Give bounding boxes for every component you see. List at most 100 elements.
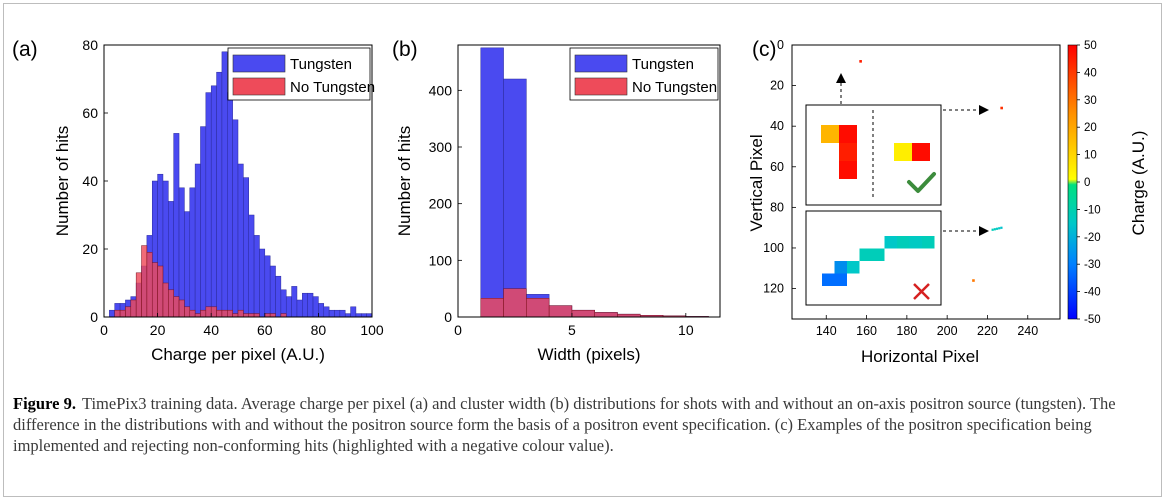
inset-pixel [839, 161, 857, 179]
panel-a-bar-tungsten [178, 187, 185, 318]
legend-label-no-tungsten: No Tungsten [632, 79, 717, 96]
colorbar-tick-label: 10 [1084, 150, 1097, 162]
inset-pixel [821, 125, 839, 143]
hit-pixel [995, 227, 999, 230]
hit-pixel [1000, 106, 1003, 110]
panel-a-bar-tungsten [189, 187, 196, 318]
inset-pixel [834, 261, 847, 274]
panel-a-bar-tungsten [318, 303, 325, 318]
accepted-hits-inset [805, 104, 942, 206]
panel-a-bar-tungsten [302, 292, 308, 318]
panel-b-bar-no-tungsten [526, 298, 550, 318]
inset-pixel [834, 273, 847, 286]
panel-b-bar-no-tungsten [548, 305, 573, 318]
colorbar-label: Charge (A.U.) [1129, 131, 1148, 236]
caption-text: TimePix3 training data. Average charge p… [13, 394, 1116, 455]
panel-a-bar-no-tungsten [151, 262, 158, 318]
panel-a-bar-tungsten [296, 299, 303, 318]
panel-a-bar-tungsten [350, 306, 357, 318]
colorbar-tick-label: -10 [1084, 204, 1101, 216]
panel-a-bar-tungsten [291, 286, 298, 318]
panel-a-bar-tungsten [109, 309, 115, 318]
legend-label-tungsten: Tungsten [632, 56, 694, 73]
panel-a-bar-tungsten [194, 163, 201, 318]
panel-a-bar-no-tungsten [269, 313, 276, 318]
caption-label: Figure 9. [13, 394, 76, 413]
panel-a-bar-no-tungsten [146, 252, 153, 318]
panel-b-legend: Tungsten No Tungsten [569, 47, 719, 101]
panel-a-bar-no-tungsten [205, 306, 212, 318]
colorbar-tick-label: 40 [1084, 67, 1097, 79]
panel-a-bar-no-tungsten [210, 306, 217, 318]
panel-a-bar-no-tungsten [141, 245, 148, 318]
inset-pixel [847, 261, 860, 274]
panel-a-bar-no-tungsten [162, 282, 169, 318]
panel-a-bar-tungsten [285, 296, 292, 318]
panel-a-ytick-label: 40 [82, 173, 98, 189]
panel-b-ylabel: Number of hits [395, 126, 414, 237]
panel-a-legend: Tungsten No Tungsten [227, 47, 375, 101]
panel-a-bar-tungsten [173, 133, 180, 318]
panel-b-xlabel: Width (pixels) [538, 345, 641, 364]
inset-pixel [839, 143, 857, 161]
panel-b-xtick-label: 0 [454, 322, 462, 338]
panel-a-bar-no-tungsten [237, 309, 244, 318]
inset-pixel [822, 273, 835, 286]
legend-swatch-no-tungsten [232, 77, 286, 96]
panel-a-ytick-label: 0 [90, 309, 98, 325]
hit-pixel [859, 60, 862, 63]
hit-pixel [991, 228, 994, 231]
panel-a-bar-tungsten [216, 71, 223, 318]
panel-b-ytick-label: 100 [429, 252, 453, 268]
panel-a-bar-no-tungsten [173, 296, 180, 318]
rejected-hits-inset [805, 210, 942, 306]
panel-a-ytick-label: 80 [82, 37, 98, 53]
panel-a-bar-tungsten [210, 85, 217, 318]
panel-a-bar-tungsten [200, 126, 207, 318]
panel-a-ytick-label: 60 [82, 105, 98, 121]
panel-b-ytick-label: 300 [429, 139, 453, 155]
panel-a-bar-tungsten [328, 309, 335, 318]
panel-a-bar-tungsten [323, 306, 330, 318]
figure-caption: Figure 9. TimePix3 training data. Average… [13, 393, 1153, 456]
panel-b-axes [457, 44, 721, 318]
colorbar-tick-label: -30 [1084, 259, 1101, 271]
panel-c-xlabel: Horizontal Pixel [861, 347, 979, 366]
panel-a-bar-no-tungsten [125, 306, 132, 318]
panel-c-xtick-label: 180 [896, 324, 917, 338]
colorbar-tick-label: 30 [1084, 95, 1097, 107]
inset-pixel [884, 236, 897, 249]
panel-c-ytick-label: 0 [777, 38, 784, 52]
panel-a-xlabel: Charge per pixel (A.U.) [151, 345, 325, 364]
panel-a-bar-no-tungsten [216, 309, 223, 318]
panel-a-bar-no-tungsten [253, 313, 260, 318]
panel-a-bar-tungsten [355, 313, 362, 318]
colorbar-tick-label: 20 [1084, 122, 1097, 134]
panel-c-xtick-label: 200 [937, 324, 958, 338]
panel-a-bar-no-tungsten [178, 299, 185, 318]
panel-b-label: (b) [392, 38, 418, 61]
panel-a-bar-no-tungsten [130, 299, 137, 318]
panel-a-bar-no-tungsten [114, 309, 121, 318]
legend-swatch-tungsten [574, 54, 628, 73]
panel-c-xtick-label: 140 [816, 324, 837, 338]
inset-pixel [839, 125, 857, 143]
panel-a-bar-tungsten [339, 309, 346, 318]
panel-b-ytick-label: 0 [444, 309, 452, 325]
panel-a-bar-tungsten [184, 211, 191, 318]
panel-b-bar-no-tungsten [503, 288, 527, 318]
panel-a-bar-no-tungsten [184, 306, 191, 318]
panel-a-bar-no-tungsten [243, 313, 249, 318]
panel-a-bar-no-tungsten [157, 265, 164, 318]
hit-pixel [972, 279, 975, 282]
panel-a-bar-tungsten [221, 51, 228, 318]
legend-label-no-tungsten: No Tungsten [290, 79, 375, 96]
panel-a-bar-no-tungsten [280, 313, 287, 318]
panel-a-bar-tungsten [366, 313, 373, 318]
check-mark-icon [907, 172, 936, 193]
panel-a-label: (a) [12, 38, 38, 61]
panel-a-xtick-label: 60 [257, 322, 273, 338]
